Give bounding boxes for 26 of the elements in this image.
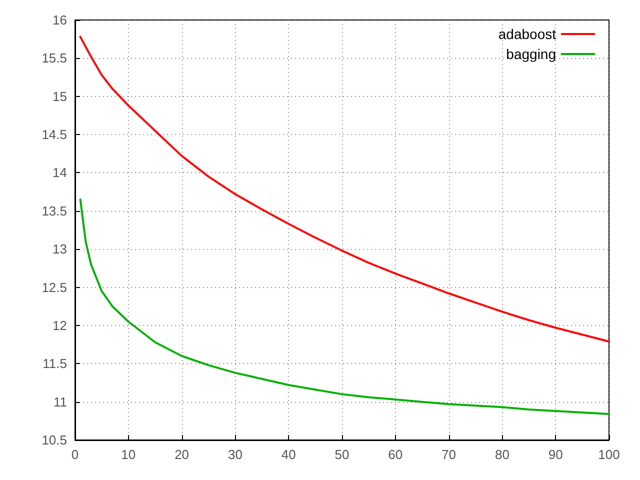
x-tick-label: 70 — [442, 447, 456, 462]
y-tick-label: 11 — [54, 394, 67, 410]
x-tick-label: 80 — [494, 447, 510, 462]
y-tick-label: 15.5 — [42, 50, 67, 66]
y-tick-label: 15 — [52, 88, 67, 104]
x-tick-label: 40 — [281, 447, 296, 462]
x-tick-label: 100 — [598, 447, 620, 462]
y-tick-label: 16 — [52, 12, 67, 28]
legend-label: adaboost — [498, 26, 556, 42]
y-tick-label: 10.5 — [42, 432, 67, 448]
y-tick-label: 13 — [52, 242, 67, 257]
y-tick-label: 11.5 — [42, 356, 67, 372]
x-tick-label: 0 — [71, 447, 79, 462]
legend-label: bagging — [506, 46, 556, 62]
x-tick-label: 20 — [174, 447, 190, 462]
y-tick-label: 14 — [52, 165, 67, 180]
x-tick-label: 30 — [228, 447, 242, 462]
x-tick-label: 10 — [121, 447, 136, 462]
x-tick-label: 60 — [388, 447, 403, 462]
x-tick-label: 90 — [548, 447, 563, 462]
x-tick-label: 50 — [334, 447, 350, 462]
line-series — [79, 198, 610, 416]
y-tick-label: 12.5 — [42, 280, 67, 295]
y-tick-label: 12 — [52, 318, 67, 333]
y-tick-label: 14.5 — [42, 127, 67, 142]
y-tick-label: 13.5 — [42, 203, 67, 218]
